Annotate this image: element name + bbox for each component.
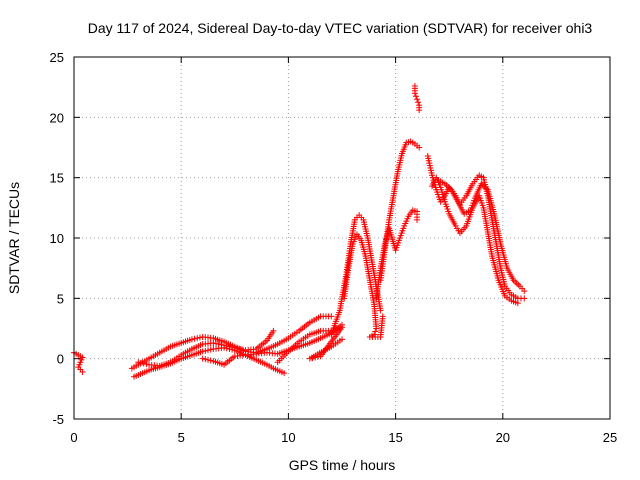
data-point: [231, 344, 238, 351]
data-point: [196, 334, 203, 341]
data-point: [229, 344, 236, 351]
y-tick-label: -5: [52, 412, 64, 427]
data-point: [199, 348, 206, 355]
data-point: [339, 336, 345, 343]
data-point: [202, 356, 209, 363]
data-point: [372, 328, 379, 335]
data-point: [199, 355, 206, 362]
data-point: [194, 335, 201, 342]
data-point: [226, 343, 233, 350]
series-late-band-b: [429, 174, 521, 307]
data-point: [328, 313, 335, 320]
x-tick-label: 25: [603, 430, 617, 445]
y-tick-label: 0: [57, 352, 64, 367]
data-point: [237, 346, 244, 353]
data-point: [213, 340, 220, 347]
data-point: [215, 341, 222, 348]
data-point: [207, 357, 214, 364]
data-point: [379, 313, 386, 320]
data-point: [143, 361, 150, 368]
y-tick-label: 10: [50, 231, 64, 246]
data-point: [377, 307, 384, 314]
plot-frame: [73, 56, 611, 420]
data-point: [521, 295, 528, 302]
data-point: [415, 99, 422, 106]
data-point: [239, 346, 246, 353]
tick-labels: 0 5 10 15 20 25 -5 0 5 10 15 20 25: [50, 50, 618, 445]
series-low-band-c: [135, 327, 277, 369]
series-start-cluster: [71, 349, 86, 375]
data-point: [79, 368, 86, 375]
series-rise-b: [341, 231, 386, 340]
data-point: [411, 90, 418, 97]
y-tick-label: 15: [50, 171, 64, 186]
data-point: [207, 346, 214, 353]
data-point: [270, 327, 277, 334]
y-tick-label: 5: [57, 291, 64, 306]
y-tick-label: 25: [50, 50, 64, 65]
x-tick-label: 10: [281, 430, 295, 445]
y-tick-label: 20: [50, 110, 64, 125]
data-point: [521, 288, 528, 295]
data-point: [210, 339, 217, 346]
data-point: [412, 93, 419, 100]
x-tick-label: 15: [388, 430, 402, 445]
x-tick-label: 20: [496, 430, 510, 445]
data-point: [416, 107, 423, 114]
data-point: [205, 356, 211, 363]
series-spike: [411, 82, 423, 114]
series-low-band-b: [131, 344, 288, 380]
series-low-band-e: [274, 324, 345, 366]
data-point: [191, 335, 198, 342]
series-rise-d: [373, 207, 421, 302]
data-point: [138, 359, 144, 366]
data-point: [221, 342, 228, 349]
data-point: [414, 96, 421, 103]
x-axis-label: GPS time / hours: [289, 457, 396, 473]
chart-title: Day 117 of 2024, Sidereal Day-to-day VTE…: [88, 20, 593, 36]
y-axis-label: SDTVAR / TECUs: [6, 182, 22, 294]
data-point: [234, 345, 241, 352]
data-point: [281, 370, 288, 377]
data-point: [414, 216, 421, 223]
data-point: [373, 325, 380, 332]
data-point: [202, 347, 209, 354]
data-points: [71, 82, 528, 380]
x-tick-label: 5: [178, 430, 185, 445]
data-point: [223, 342, 230, 349]
data-point: [416, 144, 423, 151]
x-tick-label: 0: [70, 430, 77, 445]
data-point: [135, 359, 142, 366]
data-point: [514, 300, 521, 307]
data-point: [188, 336, 195, 343]
data-point: [205, 347, 211, 354]
series-late-band-c: [435, 177, 528, 295]
data-point: [140, 360, 147, 367]
data-point: [218, 341, 225, 348]
